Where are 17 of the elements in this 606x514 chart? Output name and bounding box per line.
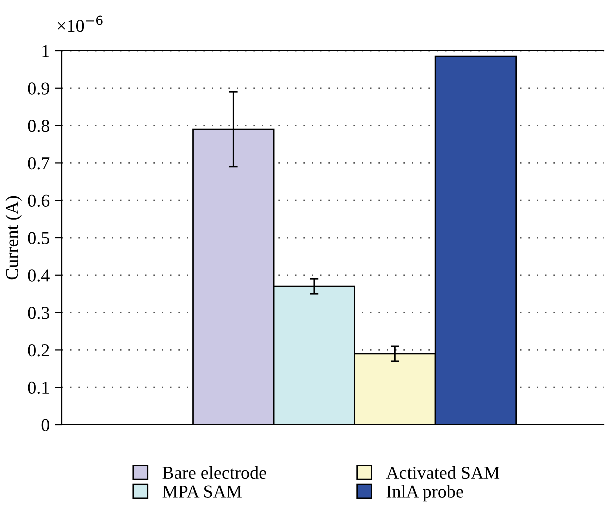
y-axis-title: Current (A) <box>6 196 22 280</box>
text: ×10$^{−6}$ <box>58 16 103 32</box>
y-tick-label: 0.6 <box>28 194 50 208</box>
y-tick-label: 0.1 <box>28 382 50 394</box>
y-tick-label: 0 <box>42 419 50 432</box>
y-tick-label: 0.9 <box>28 82 50 95</box>
y-tick-label: 0.7 <box>28 157 50 170</box>
legend-label: InlA probe <box>386 485 464 502</box>
y-tick-label: 0.4 <box>28 270 50 282</box>
legend-label: MPA SAM <box>162 486 242 498</box>
y-tick-label: 0.3 <box>28 307 50 320</box>
legend-label: Bare electrode <box>162 466 266 480</box>
y-tick-label: 1 <box>42 45 50 58</box>
y-tick-label: 0.5 <box>28 232 50 245</box>
y-tick-label: 0.8 <box>28 120 50 132</box>
legend-label: Activated SAM <box>386 466 500 480</box>
y-tick-label: 0.2 <box>28 344 50 357</box>
